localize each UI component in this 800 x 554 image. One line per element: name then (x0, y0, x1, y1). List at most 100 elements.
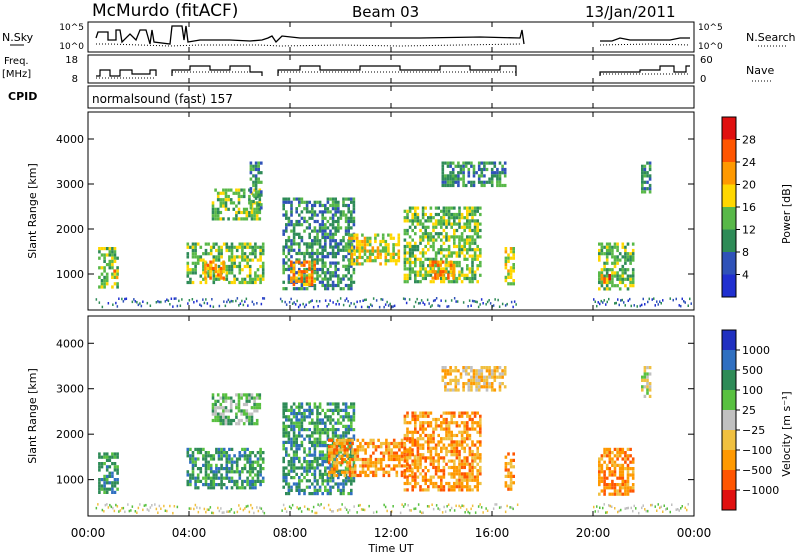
heatmap-cell (347, 405, 350, 409)
heatmap-cell (290, 421, 293, 425)
heatmap-cell (169, 504, 171, 508)
heatmap-cell (316, 415, 319, 419)
heatmap-cell (333, 470, 336, 474)
heatmap-cell (498, 385, 502, 389)
heatmap-cell (282, 469, 285, 473)
heatmap-cell (113, 509, 116, 513)
heatmap-cell (429, 424, 433, 428)
heatmap-cell (361, 239, 364, 244)
heatmap-cell (326, 428, 330, 432)
heatmap-cell (238, 451, 242, 455)
heatmap-cell (432, 440, 435, 444)
heatmap-cell (397, 233, 401, 237)
heatmap-cell (454, 382, 458, 386)
heatmap-cell (598, 479, 601, 483)
heatmap-cell (399, 511, 402, 515)
heatmap-cell (172, 305, 174, 308)
heatmap-cell (186, 280, 190, 285)
heatmap-cell (458, 414, 461, 418)
heatmap-cell (157, 511, 159, 514)
heatmap-cell (124, 510, 126, 514)
heatmap-cell (329, 283, 332, 288)
heatmap-cell (675, 508, 677, 511)
heatmap-cell (624, 271, 627, 275)
heatmap-cell (479, 472, 482, 476)
heatmap-cell (209, 486, 213, 490)
heatmap-cell (432, 433, 435, 438)
heatmap-cell (245, 297, 248, 301)
heatmap-cell (160, 300, 162, 304)
heatmap-cell (350, 248, 353, 252)
heatmap-cell (608, 492, 612, 496)
heatmap-cell (216, 412, 220, 416)
heatmap-cell (326, 277, 330, 281)
heatmap-cell (305, 251, 309, 256)
heatmap-cell (352, 428, 356, 432)
heatmap-cell (303, 258, 306, 262)
heatmap-cell (411, 206, 414, 210)
heatmap-cell (311, 440, 314, 444)
heatmap-cell (337, 485, 340, 489)
heatmap-cell (238, 457, 242, 461)
heatmap-cell (498, 171, 502, 175)
heatmap-cell (460, 212, 464, 217)
heatmap-cell (434, 222, 438, 226)
heatmap-cell (639, 304, 641, 308)
heatmap-cell (650, 503, 652, 507)
heatmap-cell (318, 476, 322, 480)
heatmap-cell (468, 222, 472, 226)
heatmap-cell (629, 284, 632, 288)
heatmap-cell (368, 259, 372, 263)
heatmap-cell (472, 174, 476, 178)
heatmap-cell (318, 405, 322, 409)
heatmap-cell (451, 180, 455, 184)
heatmap-cell (196, 451, 200, 455)
heatmap-cell (416, 219, 420, 223)
heatmap-cell (406, 462, 409, 466)
heatmap-cell (240, 217, 243, 221)
heatmap-cell (442, 228, 446, 233)
heatmap-cell (189, 280, 192, 285)
heatmap-cell (329, 239, 332, 243)
heatmap-cell (434, 427, 438, 431)
heatmap-cell (432, 280, 435, 284)
heatmap-cell (259, 506, 261, 510)
heatmap-cell (207, 274, 210, 278)
heatmap-cell (229, 396, 233, 400)
heatmap-cell (316, 229, 319, 233)
heatmap-cell (155, 507, 158, 511)
heatmap-cell (324, 431, 327, 435)
heatmap-cell (466, 267, 469, 271)
velocity-y-label: Slant Range [km] (26, 368, 39, 464)
heatmap-cell (395, 470, 399, 474)
heatmap-cell (618, 258, 622, 262)
heatmap-cell (330, 451, 334, 455)
heatmap-cell (387, 451, 391, 455)
heatmap-cell (472, 167, 476, 172)
heatmap-cell (222, 260, 225, 264)
heatmap-cell (288, 301, 291, 304)
heatmap-cell (259, 451, 262, 455)
heatmap-cell (137, 303, 140, 307)
heatmap-cell (621, 463, 625, 467)
heatmap-cell (434, 232, 438, 236)
heatmap-cell (321, 482, 324, 486)
colorbar-tick-label: 25 (742, 404, 756, 417)
heatmap-cell (458, 219, 461, 223)
heatmap-cell (243, 451, 247, 455)
heatmap-cell (416, 206, 420, 210)
heatmap-cell (316, 488, 319, 492)
heatmap-cell (416, 212, 420, 217)
heatmap-cell (598, 252, 601, 256)
heatmap-cell (146, 301, 149, 305)
heatmap-cell (419, 465, 422, 470)
heatmap-cell (212, 470, 216, 474)
heatmap-cell (204, 273, 207, 277)
heatmap-cell (463, 465, 466, 470)
heatmap-cell (331, 255, 335, 259)
heatmap-cell (224, 406, 228, 410)
heatmap-cell (408, 437, 412, 441)
heatmap-cell (411, 228, 414, 233)
heatmap-cell (316, 251, 319, 256)
heatmap-cell (437, 465, 440, 470)
